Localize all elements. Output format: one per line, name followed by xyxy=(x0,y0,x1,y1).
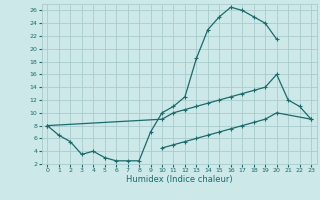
X-axis label: Humidex (Indice chaleur): Humidex (Indice chaleur) xyxy=(126,175,233,184)
